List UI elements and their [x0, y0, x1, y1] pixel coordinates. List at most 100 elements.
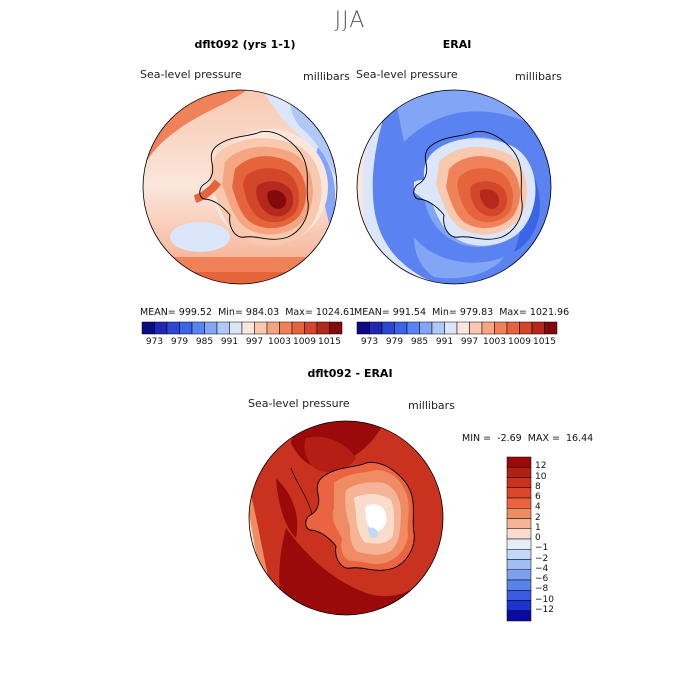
- panel-1-variable-label: Sea-level pressure: [140, 68, 242, 81]
- colorbar-3-swatch-13: [506, 590, 532, 601]
- colorbar-3-tick-label: 0: [535, 533, 541, 543]
- colorbar-1-swatch-7: [229, 321, 243, 335]
- colorbar-2-swatch-2: [381, 321, 395, 335]
- colorbar-1-tick-label: 979: [170, 337, 189, 347]
- panel-3-title: dflt092 - ERAI: [307, 367, 393, 380]
- colorbar-1-swatch-0: [141, 321, 155, 335]
- colorbar-1-swatch-5: [204, 321, 218, 335]
- colorbar-1-swatch-8: [241, 321, 255, 335]
- colorbar-3-swatch-6: [506, 518, 532, 529]
- colorbar-1-swatch-1: [154, 321, 168, 335]
- colorbar-3-swatch-14: [506, 600, 532, 611]
- colorbar-1-swatch-15: [329, 321, 343, 335]
- colorbar-2-swatch-4: [406, 321, 420, 335]
- colorbar-2-swatch-10: [481, 321, 495, 335]
- colorbar-3-tick-label: −12: [535, 604, 554, 615]
- colorbar-1-tick-label: 973: [145, 337, 164, 347]
- colorbar-1-tick-label: 1015: [318, 337, 341, 347]
- panel-3-max-label: MAX =: [527, 433, 560, 444]
- panel-3-min-label: MIN =: [462, 433, 492, 444]
- colorbar-1-swatch-10: [266, 321, 280, 335]
- colorbar-3-swatch-0: [506, 456, 532, 468]
- colorbar-3-swatch-2: [506, 477, 532, 488]
- colorbar-2-swatch-5: [419, 321, 433, 335]
- panel-3-map: [248, 420, 444, 616]
- colorbar-3-swatch-3: [506, 487, 532, 499]
- colorbar-3-swatch-1: [506, 467, 532, 478]
- panel-1-min: Min= 984.03: [218, 307, 280, 318]
- colorbar-2-swatch-3: [394, 321, 408, 335]
- panel-1-mean: MEAN= 999.52: [140, 307, 213, 318]
- colorbar-1-swatch-13: [304, 321, 318, 335]
- panel-3-max: 16.44: [566, 433, 594, 444]
- colorbar-2-swatch-8: [456, 321, 470, 335]
- colorbar-3-tick-label: 2: [535, 512, 541, 523]
- panel-3-variable-label: Sea-level pressure: [248, 397, 350, 410]
- panel-1-colorbar-labels: 973 979 985 991 997 1003 1009 1015: [142, 337, 342, 349]
- panel-2-mean: MEAN= 991.54: [354, 307, 427, 318]
- colorbar-1-swatch-9: [254, 321, 268, 335]
- colorbar-3-tick-label: 8: [535, 481, 541, 492]
- colorbar-1-swatch-14: [316, 321, 330, 335]
- panel-2-title: ERAI: [442, 38, 472, 51]
- colorbar-2-swatch-15: [544, 321, 558, 335]
- colorbar-3-tick-label: −2: [535, 553, 549, 564]
- colorbar-2-tick-label: 1003: [483, 337, 506, 347]
- colorbar-1-swatch-6: [216, 321, 230, 335]
- colorbar-1-tick-label: 997: [245, 337, 264, 347]
- panel-3-colorbar: [506, 456, 532, 622]
- panel-3-units-label: millibars: [408, 399, 455, 412]
- colorbar-3-swatch-10: [506, 559, 532, 570]
- colorbar-1-swatch-2: [166, 321, 180, 335]
- colorbar-1-tick-label: 985: [195, 337, 214, 347]
- colorbar-3-tick-label: −10: [535, 594, 554, 605]
- panel-2-colorbar-labels: 973 979 985 991 997 1003 1009 1015: [357, 337, 557, 349]
- colorbar-2-tick-label: 991: [435, 337, 454, 347]
- colorbar-3-swatch-11: [506, 569, 532, 581]
- panel-3-range: MIN = -2.69 MAX = 16.44: [462, 433, 593, 444]
- colorbar-3-tick-label: 1: [535, 522, 541, 533]
- colorbar-2-tick-label: 997: [460, 337, 479, 347]
- panel-3-min: -2.69: [497, 433, 522, 444]
- panel-2-variable-label: Sea-level pressure: [356, 68, 458, 81]
- colorbar-1-swatch-12: [291, 321, 305, 335]
- colorbar-2-swatch-1: [369, 321, 383, 335]
- colorbar-3-swatch-5: [506, 508, 532, 519]
- panel-1-max: Max= 1024.61: [285, 307, 356, 318]
- colorbar-1-tick-label: 1003: [268, 337, 291, 347]
- panel-1-map: [142, 89, 338, 285]
- colorbar-2-tick-label: 1009: [508, 337, 531, 347]
- colorbar-1-swatch-11: [279, 321, 293, 335]
- colorbar-3-swatch-15: [506, 610, 532, 622]
- colorbar-2-swatch-7: [444, 321, 458, 335]
- panel-2-min: Min= 979.83: [432, 307, 494, 318]
- colorbar-3-swatch-8: [506, 538, 532, 550]
- panel-1-colorbar: [141, 321, 343, 335]
- panel-2-colorbar: [356, 321, 558, 335]
- colorbar-2-tick-label: 985: [410, 337, 429, 347]
- colorbar-2-tick-label: 973: [360, 337, 379, 347]
- colorbar-2-swatch-11: [494, 321, 508, 335]
- colorbar-3-swatch-4: [506, 497, 532, 509]
- colorbar-2-swatch-14: [531, 321, 545, 335]
- colorbar-2-tick-label: 979: [385, 337, 404, 347]
- colorbar-1-tick-label: 1009: [293, 337, 316, 347]
- colorbar-1-tick-label: 991: [220, 337, 239, 347]
- panel-2-max: Max= 1021.96: [499, 307, 570, 318]
- colorbar-2-swatch-13: [519, 321, 533, 335]
- colorbar-2-swatch-0: [356, 321, 370, 335]
- colorbar-3-tick-label: −1: [535, 543, 549, 554]
- panel-2-units-label: millibars: [515, 70, 562, 83]
- panel-2-map: [356, 89, 552, 285]
- season-title: JJA: [334, 8, 366, 33]
- colorbar-3-swatch-12: [506, 579, 532, 591]
- colorbar-3-tick-label: 4: [535, 502, 541, 513]
- panel-3-colorbar-labels: 12 10 8 6 4 2 1 0 −1 −2 −4 −6 −8 −10 −12: [535, 457, 565, 621]
- colorbar-1-swatch-4: [191, 321, 205, 335]
- colorbar-3-swatch-7: [506, 528, 532, 540]
- colorbar-2-swatch-9: [469, 321, 483, 335]
- colorbar-3-tick-label: −6: [535, 574, 549, 584]
- panel-1-units-label: millibars: [303, 70, 350, 83]
- colorbar-2-swatch-12: [506, 321, 520, 335]
- colorbar-2-swatch-6: [431, 321, 445, 335]
